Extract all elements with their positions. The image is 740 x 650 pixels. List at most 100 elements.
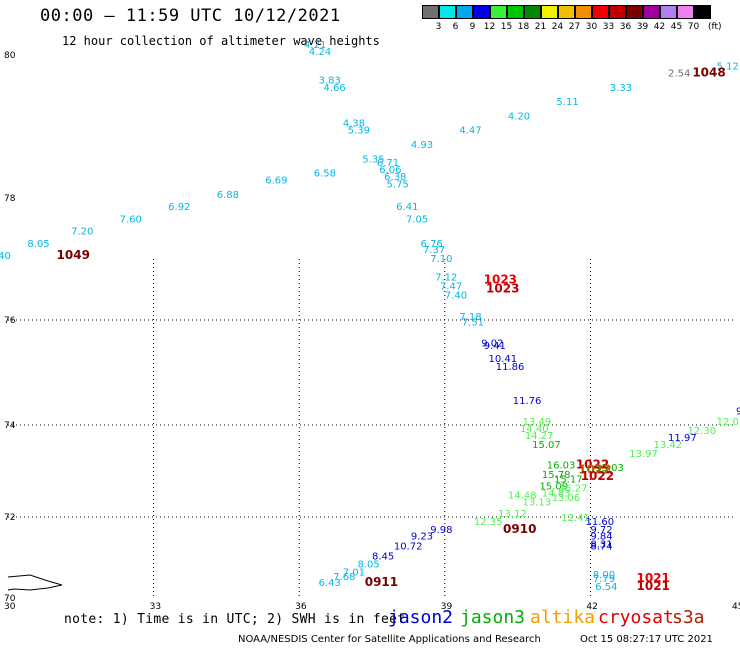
wave-height-label: 6.88 <box>217 190 239 201</box>
wave-height-label: 9.02 <box>481 338 503 349</box>
wave-height-label: 7.79 <box>593 574 615 585</box>
color-legend-label: 24 <box>551 22 564 32</box>
wave-height-label: 7.37 <box>423 245 445 256</box>
color-swatch <box>660 5 677 19</box>
color-swatch <box>643 5 660 19</box>
color-legend-label: 12 <box>483 22 496 32</box>
wave-height-label: 15.27 <box>559 484 588 495</box>
lon-tick-label: 36 <box>295 602 307 612</box>
lat-tick-label: 78 <box>4 194 16 204</box>
wave-height-label: 4.66 <box>323 83 345 94</box>
lon-tick-label: 45 <box>732 602 740 612</box>
wave-height-label: 6.38 <box>384 172 406 183</box>
color-legend-label: 3 <box>435 22 442 32</box>
wave-height-label: 5.39 <box>348 126 370 137</box>
pressure-label: 1023 <box>486 282 519 296</box>
color-swatch <box>524 5 541 19</box>
wave-height-label: 11.76 <box>513 396 542 407</box>
color-swatch <box>473 5 490 19</box>
wave-height-label: 4.38 <box>343 119 365 130</box>
pressure-label: 1022 <box>578 462 611 476</box>
color-legend-label: 33 <box>602 22 615 32</box>
wave-height-label: 8.74 <box>590 541 612 552</box>
color-legend-label: 15 <box>500 22 513 32</box>
color-swatch <box>422 5 439 19</box>
color-legend-label: 21 <box>534 22 547 32</box>
wave-height-label: 13.06 <box>552 493 581 504</box>
wave-height-label: 7.47 <box>440 282 462 293</box>
lat-tick-label: 70 <box>4 594 16 604</box>
wave-height-label: 7.20 <box>71 227 93 238</box>
wave-height-label: 4.47 <box>459 126 481 137</box>
wave-height-label: 2.54 <box>668 68 690 79</box>
wave-height-label: 7.68 <box>333 572 355 583</box>
wave-height-label: 15.07 <box>532 440 561 451</box>
wave-height-label: 14.83 <box>542 488 571 499</box>
footnote: note: 1) Time is in UTC; 2) SWH is in fe… <box>64 612 406 627</box>
wave-height-label: 6.43 <box>319 578 341 589</box>
lat-tick-label: 74 <box>4 421 16 431</box>
wave-height-label: 14.27 <box>525 431 554 442</box>
wave-height-label: 5.12 <box>717 61 739 72</box>
wave-height-label: 13.12 <box>498 509 527 520</box>
wave-height-label: 9 <box>736 407 740 418</box>
wave-height-label: 13.42 <box>653 440 682 451</box>
color-swatch <box>439 5 456 19</box>
wave-height-label: 6.92 <box>168 202 190 213</box>
color-legend-label: 70 <box>687 22 700 32</box>
wave-height-label: 7.12 <box>435 272 457 283</box>
wave-height-label: 6.41 <box>396 202 418 213</box>
color-legend-label: 42 <box>653 22 666 32</box>
wave-height-label: 6.06 <box>379 165 401 176</box>
chart-title: 00:00 – 11:59 UTC 10/12/2021 <box>40 6 341 26</box>
wave-height-label: 8.05 <box>357 560 379 571</box>
coastline <box>7 574 63 591</box>
color-swatch <box>626 5 643 19</box>
wave-height-label: 16.03 <box>547 461 576 472</box>
wave-height-label: 8.31 <box>590 539 612 550</box>
pressure-label: 0910 <box>503 522 536 536</box>
wave-height-label: 7.05 <box>406 214 428 225</box>
wave-height-label: 12.35 <box>474 517 503 528</box>
wave-height-label: 10.72 <box>394 541 423 552</box>
color-legend-label: 9 <box>469 22 476 32</box>
color-legend-label: 36 <box>619 22 632 32</box>
color-legend-label: 6 <box>452 22 459 32</box>
wave-height-label: 4.20 <box>508 111 530 122</box>
wave-height-label: 13.97 <box>629 449 658 460</box>
wave-height-label: 6.54 <box>595 582 617 593</box>
wave-height-label: 9.98 <box>430 525 452 536</box>
color-swatch <box>592 5 609 19</box>
wave-height-label: 15.03 <box>595 463 624 474</box>
wave-height-label: 8.45 <box>372 552 394 563</box>
pressure-label: 1048 <box>692 65 725 79</box>
satellite-legend-cryosat: cryosat <box>598 607 674 628</box>
pressure-label: 1049 <box>57 248 90 262</box>
wave-height-label: 9.41 <box>484 341 506 352</box>
wave-height-label: 11.86 <box>496 362 525 373</box>
lon-tick-label: 39 <box>441 602 453 612</box>
wave-height-label: 6.69 <box>265 176 287 187</box>
wave-height-label: 5.35 <box>362 154 384 165</box>
lat-tick-label: 80 <box>4 51 16 61</box>
wave-height-label: 7.60 <box>120 214 142 225</box>
color-legend <box>422 5 711 19</box>
color-swatch <box>609 5 626 19</box>
wave-height-label: 10.41 <box>488 354 517 365</box>
lat-tick-label: 72 <box>4 513 15 523</box>
lon-tick-label: 30 <box>4 602 16 612</box>
wave-height-label: 9.84 <box>590 531 612 542</box>
color-swatch <box>677 5 694 19</box>
wave-height-label: 13.49 <box>522 417 551 428</box>
wave-height-label: 15.78 <box>542 470 571 481</box>
color-swatch <box>507 5 524 19</box>
wave-height-label: 5.75 <box>387 179 409 190</box>
color-legend-label: 18 <box>517 22 530 32</box>
wave-height-label: 14.48 <box>508 491 537 502</box>
wave-height-label: 8.40 <box>0 251 11 262</box>
wave-height-label: 11.60 <box>586 517 615 528</box>
wave-height-label: 7.10 <box>430 254 452 265</box>
color-legend-unit: (ft) <box>708 22 722 32</box>
wave-height-label: 4.24 <box>309 47 331 58</box>
color-swatch <box>694 5 711 19</box>
